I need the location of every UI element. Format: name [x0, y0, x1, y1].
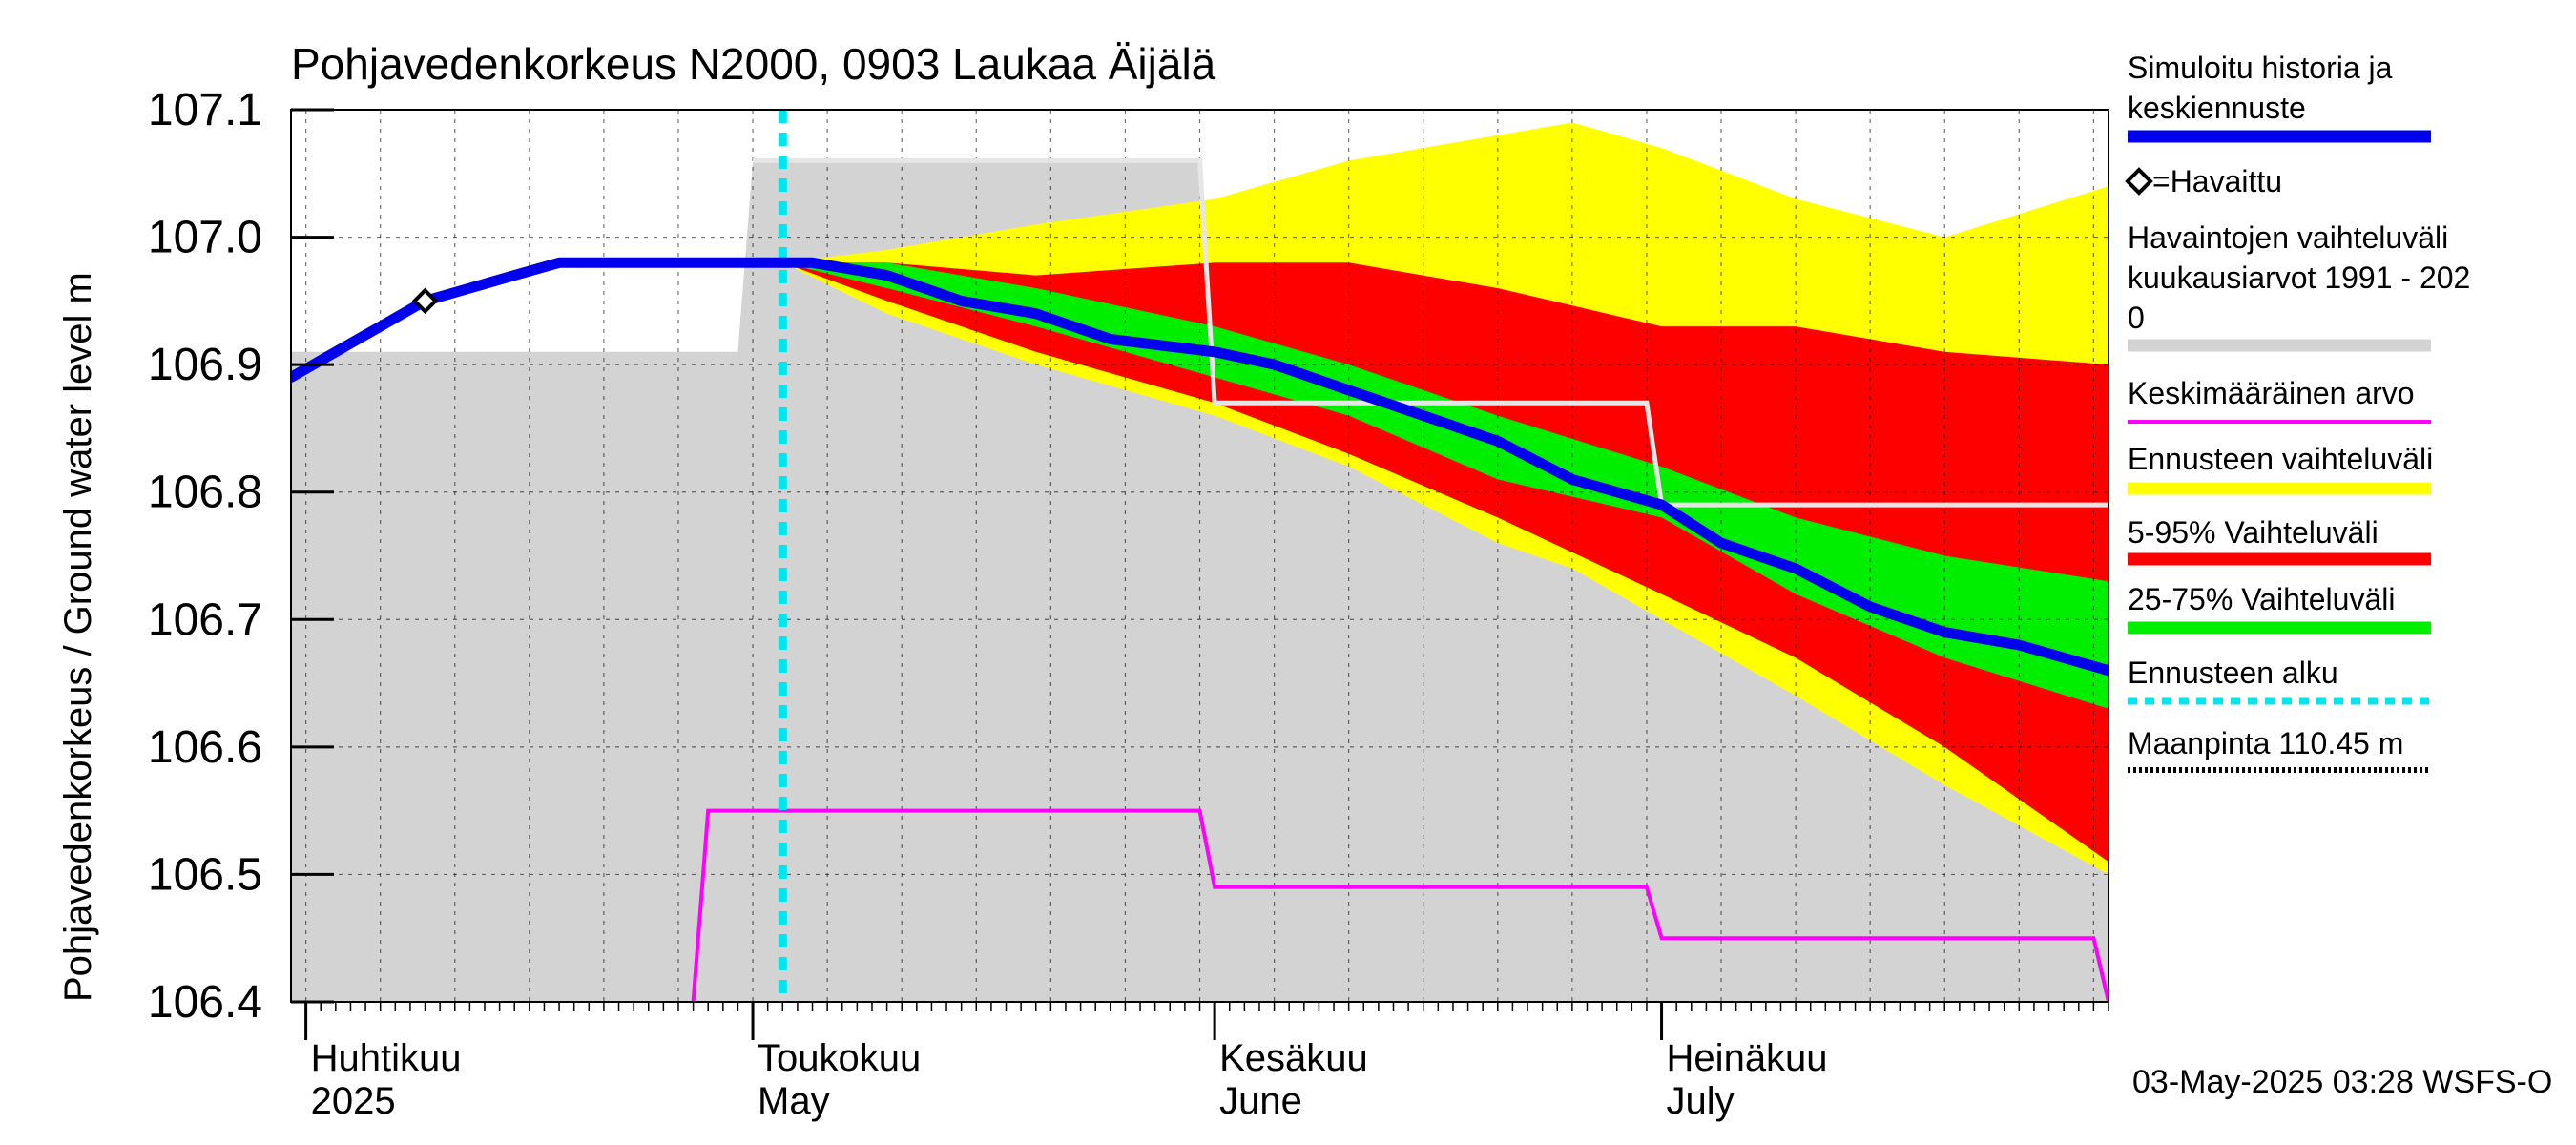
legend-label-range_5_95: 5-95% Vaihteluväli	[2128, 515, 2379, 550]
x-month-sublabel: May	[758, 1080, 830, 1122]
x-month-sublabel: 2025	[311, 1080, 396, 1122]
legend-label-mean: Keskimääräinen arvo	[2128, 376, 2415, 410]
plot-area	[290, 109, 2109, 1003]
timestamp: 03-May-2025 03:28 WSFS-O	[2132, 1064, 2552, 1100]
legend-label-simulated: keskiennuste	[2128, 91, 2306, 125]
y-tick-label: 107.0	[148, 213, 262, 263]
x-month-sublabel: July	[1667, 1080, 1735, 1122]
chart-title: Pohjavedenkorkeus N2000, 0903 Laukaa Äij…	[291, 39, 1216, 89]
x-month-label: Heinäkuu	[1667, 1037, 1828, 1079]
legend-label-history-range: 0	[2128, 301, 2145, 335]
legend-label-forecast_range: Ennusteen vaihteluväli	[2128, 442, 2433, 476]
mean-line	[691, 808, 2109, 1002]
legend-label-observed: =Havaittu	[2152, 164, 2282, 198]
y-tick-label: 106.6	[148, 722, 262, 773]
legend-label-range_25_75: 25-75% Vaihteluväli	[2128, 582, 2395, 616]
plot-content	[291, 109, 2109, 1002]
observed-marker	[411, 287, 439, 315]
x-month-label: Huhtikuu	[311, 1037, 462, 1079]
y-tick-label: 106.5	[148, 849, 262, 900]
simulated-line	[291, 257, 2109, 677]
y-tick-label: 106.8	[148, 468, 262, 518]
x-month-label: Toukokuu	[758, 1037, 921, 1079]
legend-label-ground: Maanpinta 110.45 m	[2128, 726, 2403, 760]
y-axis-ticks: 106.4 106.5 106.6 106.7 106.8 106.9 107.0 107.1	[148, 85, 334, 1028]
history-median-line	[753, 157, 2109, 508]
legend-label-simulated: Simuloitu historia ja	[2128, 51, 2393, 85]
y-axis-label: Pohjavedenkorkeus / Ground water level m	[57, 272, 99, 1002]
y-tick-label: 106.4	[148, 977, 262, 1028]
legend: Simuloitu historia ja keskiennuste =Havait…	[2125, 51, 2470, 773]
legend-label-history-range: Havaintojen vaihteluväli	[2128, 220, 2448, 255]
x-month-sublabel: June	[1219, 1080, 1302, 1122]
x-month-label: Kesäkuu	[1219, 1037, 1368, 1079]
legend-label-history-range: kuukausiarvot 1991 - 202	[2128, 260, 2470, 295]
range-5-95-band	[782, 262, 2109, 863]
y-tick-label: 106.7	[148, 594, 262, 645]
y-tick-label: 106.9	[148, 340, 262, 390]
legend-label-forecast_start: Ennusteen alku	[2128, 656, 2338, 690]
y-tick-label: 107.1	[148, 85, 262, 135]
range-25-75-band	[782, 262, 2109, 709]
history-range-band	[291, 160, 2109, 1002]
legend-swatch-observed	[2125, 167, 2153, 196]
